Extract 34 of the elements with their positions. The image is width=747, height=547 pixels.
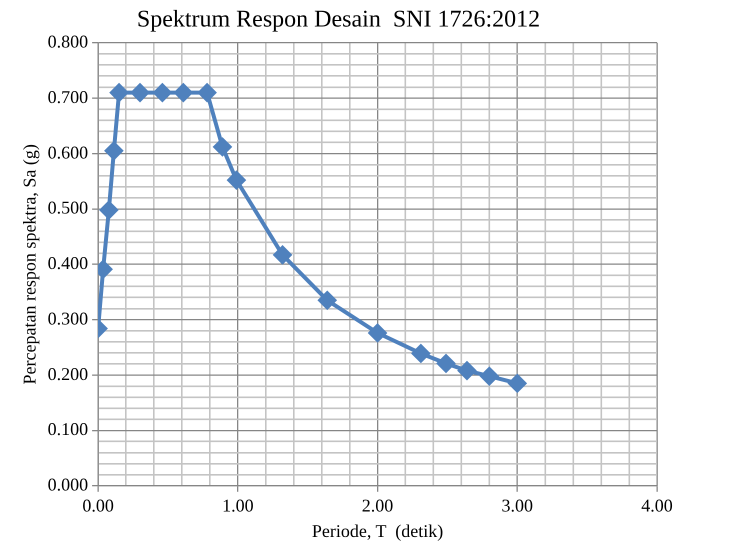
point [110, 84, 128, 102]
point [508, 374, 526, 392]
y-tick-label: 0.600 [48, 142, 88, 162]
y-tick-label: 0.300 [48, 308, 88, 328]
point [437, 354, 456, 372]
y-axis-title: Percepatan respon spektra, Sa (g) [20, 144, 40, 385]
point [480, 367, 498, 386]
y-tick-label: 0.800 [48, 32, 88, 52]
y-tick-label: 0.700 [48, 86, 88, 107]
x-tick-label: 4.00 [641, 495, 673, 516]
y-tick-label: 0.100 [48, 419, 88, 440]
point [213, 138, 232, 156]
x-tick-label: 0.00 [82, 495, 114, 516]
y-tick-label: 0.000 [48, 474, 88, 495]
x-tick-label: 3.00 [502, 495, 534, 516]
point [318, 291, 336, 310]
x-tick-label: 2.00 [362, 495, 394, 516]
x-tick-label: 1.00 [222, 495, 254, 516]
point [368, 324, 387, 342]
point [198, 84, 216, 102]
point [458, 362, 476, 380]
point [412, 344, 430, 362]
point [104, 142, 123, 160]
point [274, 246, 292, 264]
y-tick-label: 0.400 [48, 253, 88, 274]
point [100, 201, 118, 220]
point [153, 84, 172, 102]
point [174, 84, 192, 102]
y-tick-label: 0.200 [48, 364, 88, 384]
point [131, 84, 150, 102]
point [227, 171, 246, 190]
chart-title: Spektrum Respon Desain SNI 1726:2012 [136, 6, 540, 33]
y-tick-label: 0.500 [48, 198, 88, 218]
x-axis-title: Periode, T (detik) [312, 520, 444, 541]
